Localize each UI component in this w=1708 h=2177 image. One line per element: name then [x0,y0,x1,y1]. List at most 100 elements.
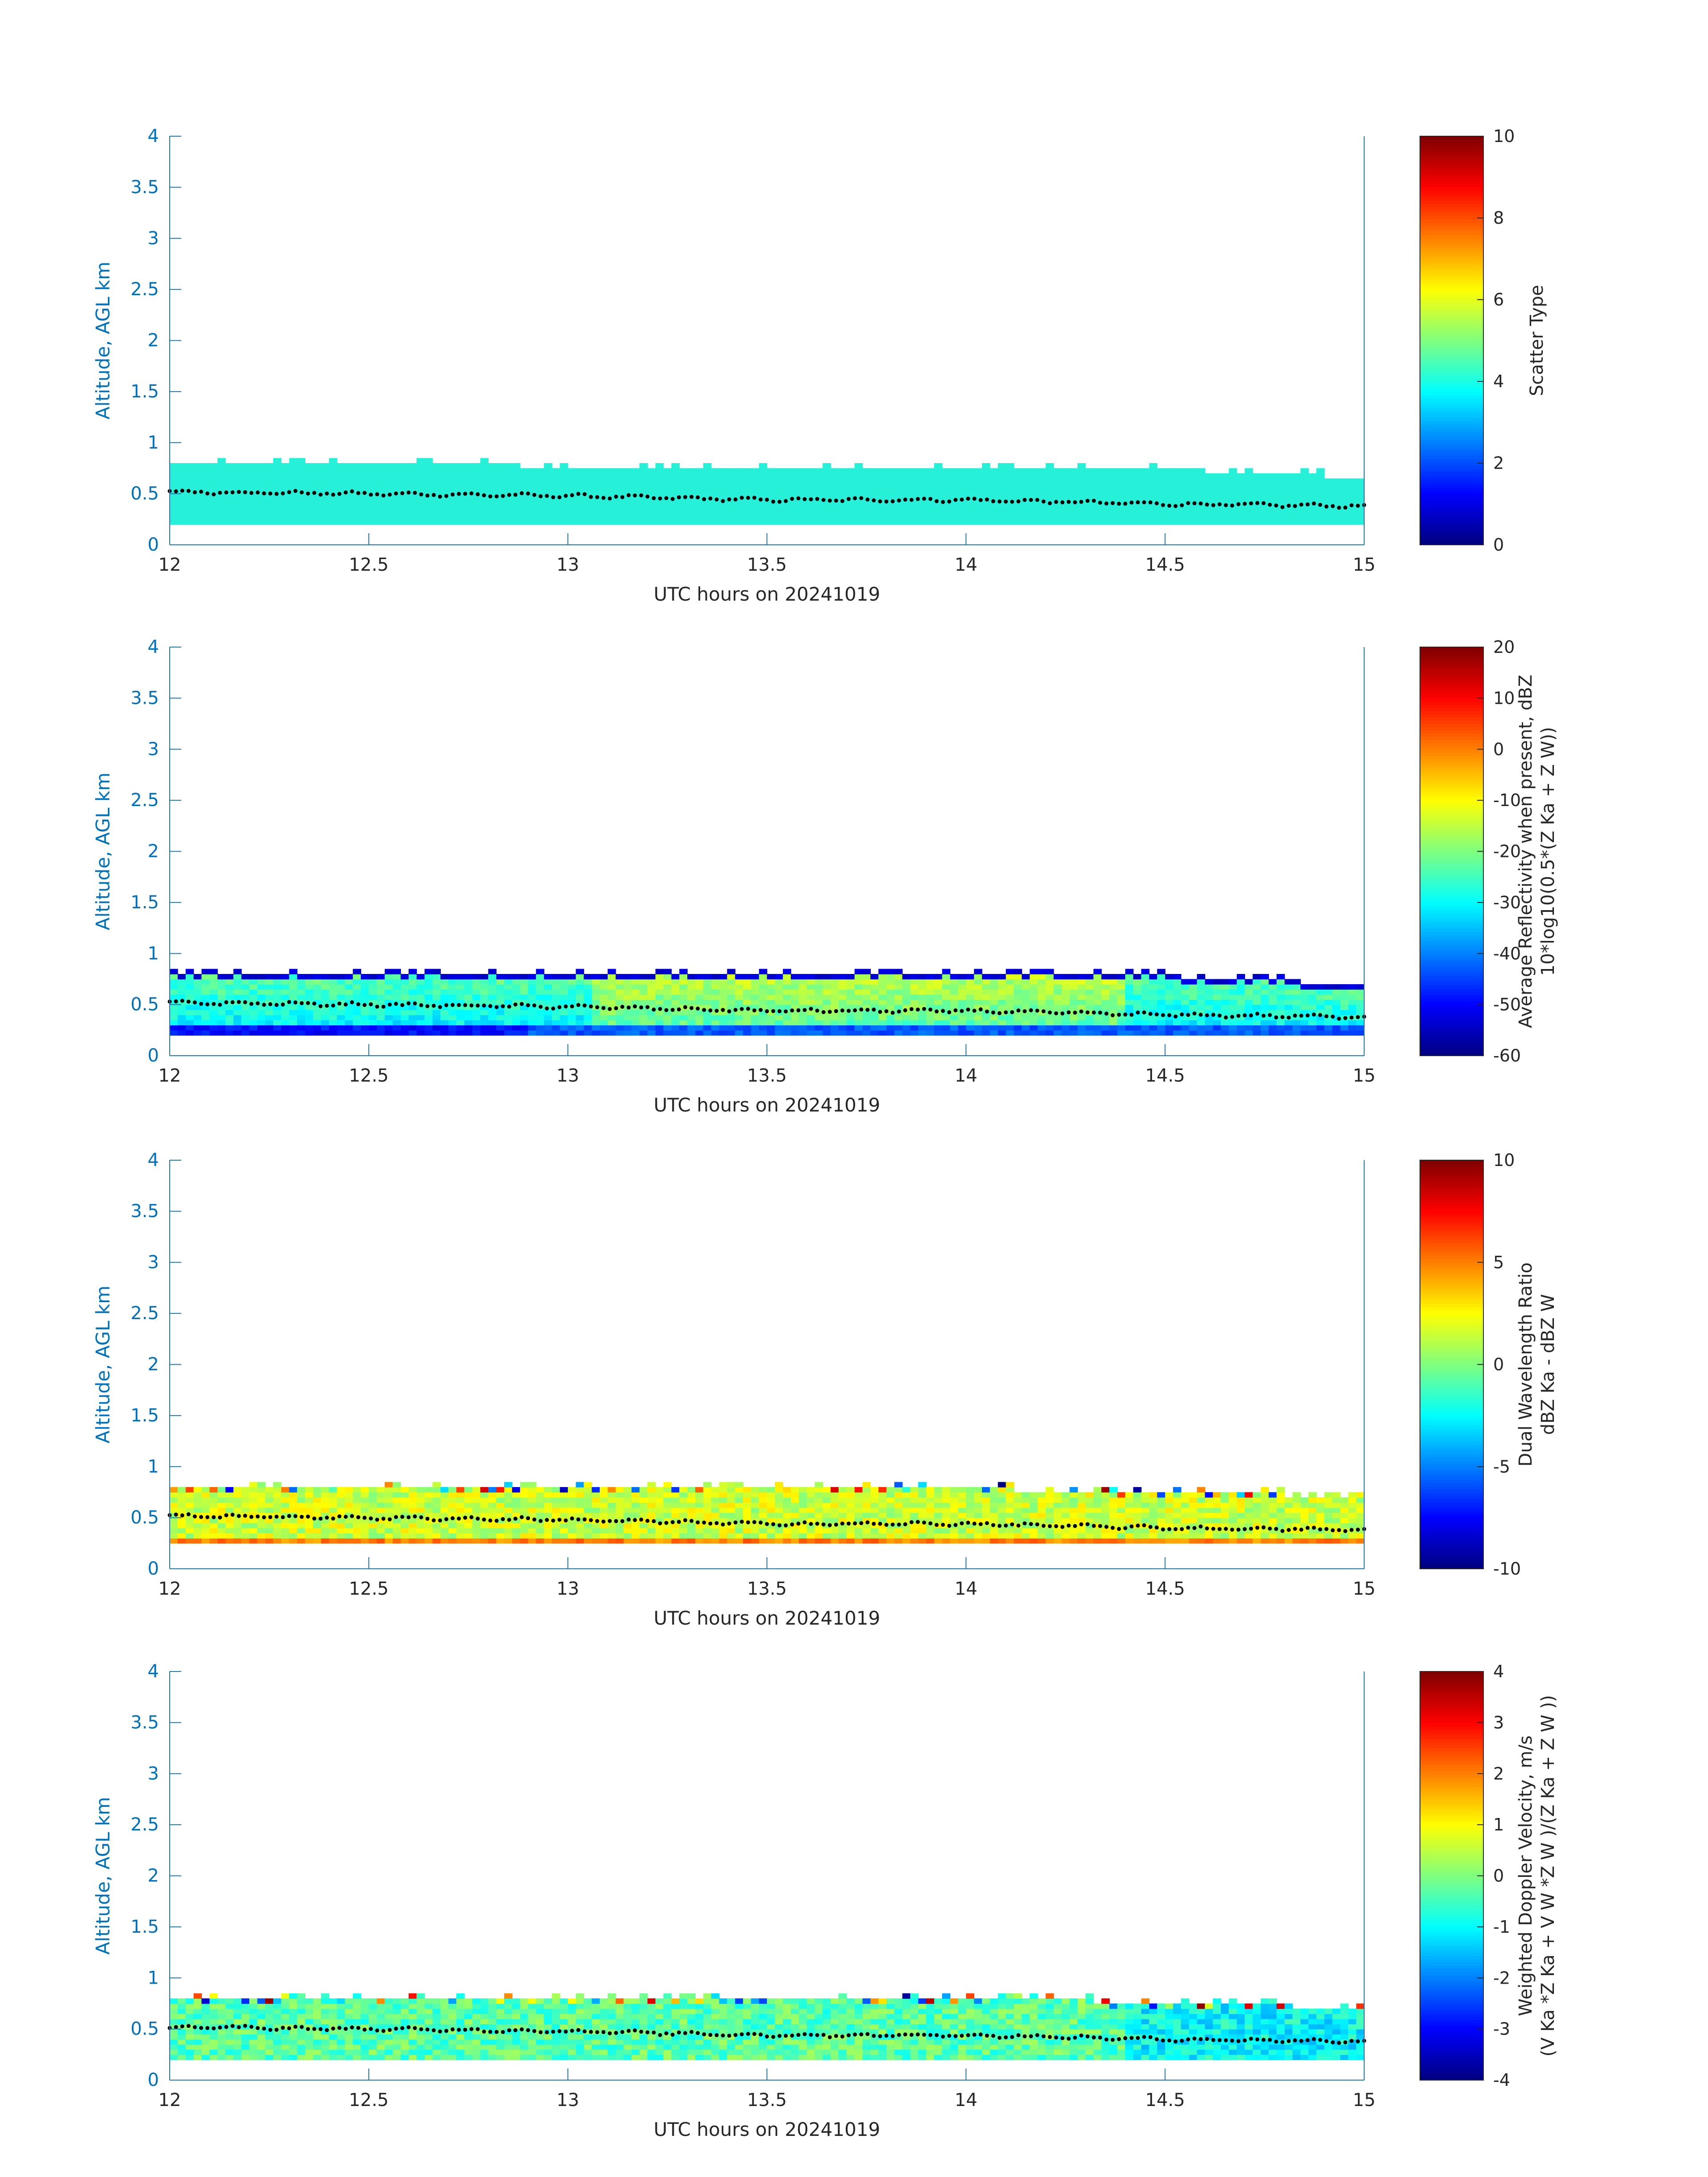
heatmap-cell [536,1533,544,1539]
trace-point [771,1009,776,1013]
heatmap-cell [1197,519,1206,525]
heatmap-cell [1093,473,1102,479]
heatmap-cell [464,509,473,515]
trace-point [312,1001,317,1006]
heatmap-cell [623,504,632,510]
heatmap-cell [862,999,871,1005]
heatmap-cell [560,1513,568,1518]
heatmap-cell [416,458,425,464]
heatmap-cell [783,969,791,974]
heatmap-cell [528,483,537,489]
heatmap-cell [950,509,959,515]
heatmap-cell [600,1492,608,1498]
heatmap-cell [671,979,680,985]
heatmap-cell [584,979,592,985]
heatmap-cell [289,504,298,510]
trace-point [727,497,731,501]
heatmap-cell [1244,979,1253,985]
heatmap-cell [393,1030,401,1036]
heatmap-cell [353,1523,361,1529]
trace-point [1343,506,1348,510]
heatmap-cell [456,1492,465,1498]
heatmap-cell [894,509,903,515]
heatmap-cell [862,979,871,985]
heatmap-cell [1045,999,1054,1005]
heatmap-cell [376,1020,385,1026]
colorbar-swatch [1420,1014,1483,1018]
heatmap-cell [193,519,202,525]
heatmap-cell [544,994,552,1000]
trace-point [1060,500,1065,505]
heatmap-cell [504,468,513,474]
heatmap-cell [1284,514,1293,520]
heatmap-cell [966,509,974,515]
heatmap-cell [1149,974,1158,980]
heatmap-cell [464,514,473,520]
heatmap-cell [472,478,481,484]
heatmap-cell [942,473,951,479]
heatmap-cell [831,519,839,525]
heatmap-cell [480,1010,489,1015]
trace-point [539,494,543,498]
heatmap-cell [950,979,959,985]
heatmap-cell [448,1538,457,1544]
heatmap-cell [209,1487,218,1493]
trace-point [1324,504,1328,509]
heatmap-cell [504,519,513,525]
heatmap-cell [185,519,194,525]
heatmap-cell [607,969,616,974]
heatmap-cell [456,499,465,505]
heatmap-cell [966,994,974,1000]
trace-point [978,498,983,502]
heatmap-cell [823,519,831,525]
heatmap-cell [870,979,879,985]
colorbar-swatch [1420,318,1483,322]
heatmap-cell [384,1492,393,1498]
heatmap-cell [297,473,305,479]
heatmap-cell [440,989,449,995]
heatmap-cell [177,468,186,474]
heatmap-cell [1181,478,1190,484]
trace-point [268,491,272,496]
heatmap-cell [1101,999,1110,1005]
heatmap-cell [934,463,943,469]
heatmap-cell [289,1523,298,1529]
heatmap-cell [368,504,377,510]
heatmap-cell [480,1528,489,1534]
heatmap-cell [647,989,656,995]
heatmap-cell [185,1487,194,1493]
heatmap-cell [393,979,401,985]
heatmap-cell [926,473,935,479]
heatmap-cell [552,1487,560,1493]
trace-point [821,1010,826,1014]
heatmap-cell [193,1492,202,1498]
heatmap-cell [345,989,353,995]
heatmap-cell [1300,493,1309,499]
colorbar-swatch [1420,203,1483,207]
heatmap-cell [695,989,704,995]
heatmap-cell [512,1015,521,1020]
heatmap-cell [257,473,266,479]
heatmap-cell [233,994,242,1000]
heatmap-cell [401,463,409,469]
heatmap-cell [910,1020,919,1026]
colorbar-swatch [1420,222,1483,226]
heatmap-cell [759,509,768,515]
heatmap-cell [401,1533,409,1539]
heatmap-cell [615,1528,624,1534]
colorbar-swatch [1420,960,1483,964]
heatmap-cell [615,1497,624,1503]
heatmap-cell [647,1502,656,1508]
heatmap-cell [432,1025,441,1031]
heatmap-cell [1045,1030,1054,1036]
heatmap-cell [201,1533,210,1539]
heatmap-cell [1022,493,1030,499]
heatmap-cell [615,509,624,515]
heatmap-cell [337,473,346,479]
heatmap-cell [1117,984,1126,990]
heatmap-cell [536,1030,544,1036]
heatmap-cell [1308,1030,1317,1036]
trace-point [174,999,178,1003]
heatmap-cell [1253,1020,1261,1026]
heatmap-cell [1077,478,1086,484]
